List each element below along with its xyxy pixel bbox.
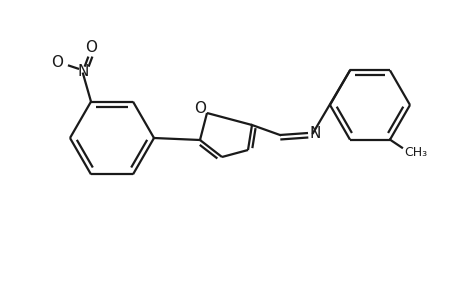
Text: N: N: [308, 125, 320, 140]
Text: N: N: [77, 64, 89, 79]
Text: O: O: [194, 100, 206, 116]
Text: O: O: [51, 55, 63, 70]
Text: O: O: [85, 40, 97, 55]
Text: CH₃: CH₃: [403, 146, 426, 159]
